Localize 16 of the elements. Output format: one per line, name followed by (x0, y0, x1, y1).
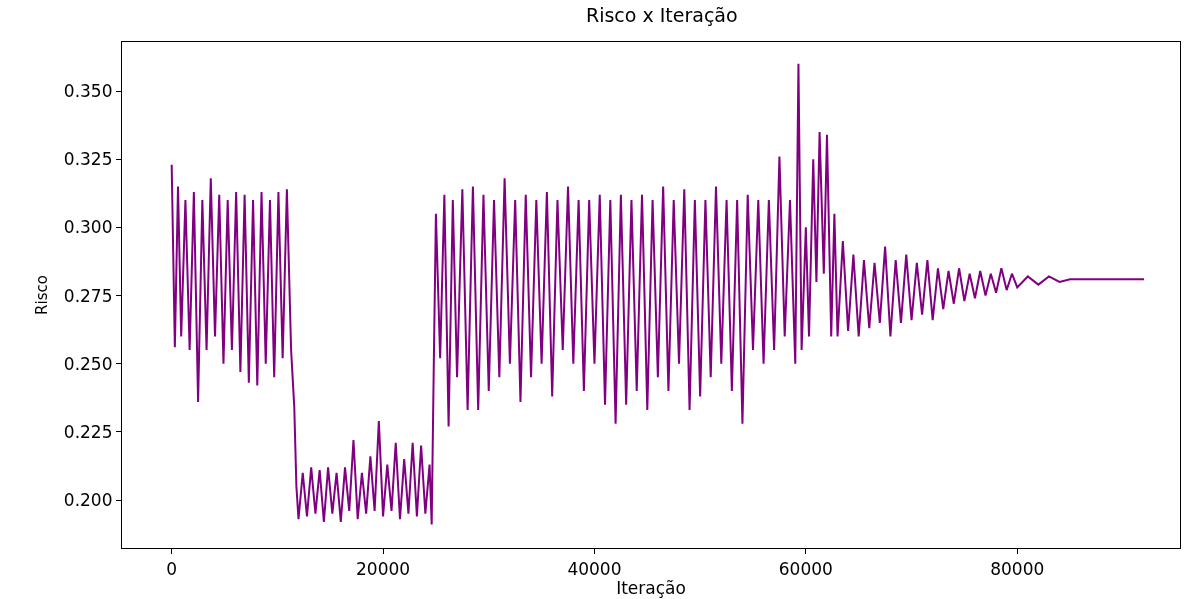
y-tick-label: 0.350 (63, 81, 113, 102)
y-tick-label: 0.325 (63, 149, 113, 170)
y-axis-title: Risco (33, 275, 52, 315)
x-tick-label: 60000 (778, 558, 833, 579)
y-tick-label: 0.225 (63, 421, 113, 442)
y-tick-label: 0.300 (63, 217, 113, 238)
y-tick-label: 0.275 (63, 285, 113, 306)
x-axis-title: Iteração (616, 578, 686, 599)
x-tick-label: 0 (166, 558, 178, 579)
y-tick-label: 0.250 (63, 353, 113, 374)
chart-title: Risco x Iteração (585, 4, 738, 27)
x-tick-label: 20000 (356, 558, 411, 579)
y-tick-label: 0.200 (63, 489, 113, 510)
x-tick-label: 40000 (567, 558, 622, 579)
line-series (170, 62, 1146, 526)
x-tick-label: 80000 (990, 558, 1045, 579)
